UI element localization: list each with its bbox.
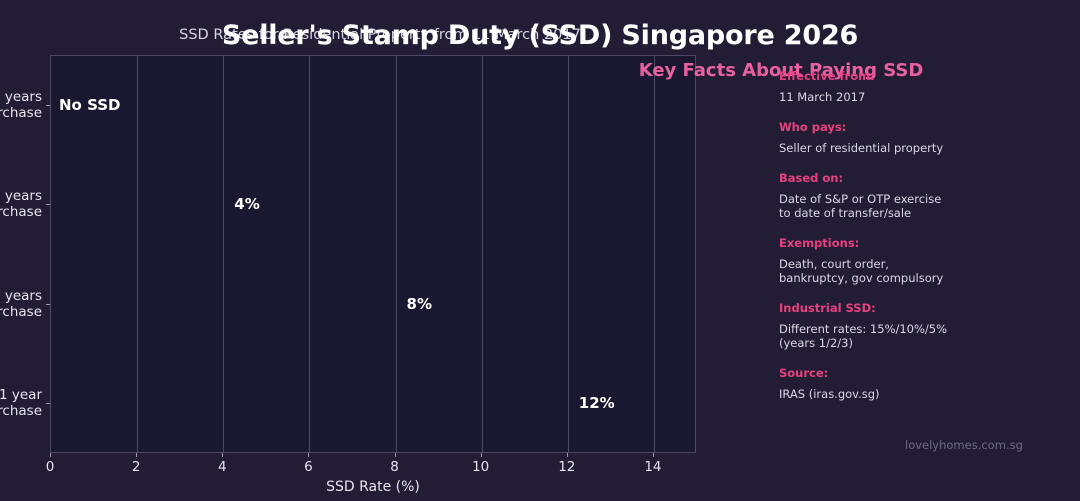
info-item-body: Seller of residential property [779, 141, 944, 155]
x-axis-tick-mark [566, 453, 568, 457]
info-item-heading: Exemptions: [779, 236, 860, 250]
x-axis-tick-label: 12 [558, 459, 576, 475]
info-item-heading: Based on: [779, 171, 844, 185]
x-axis-tick-label: 8 [390, 459, 399, 475]
info-panel: Effective from: 11 March 2017 Who pays: Sel… [779, 70, 1069, 418]
y-axis-tick-label: More than 4 years after purchase [0, 88, 42, 121]
watermark: lovelyhomes.com.sg [905, 438, 1023, 452]
y-axis-tick-mark [46, 104, 52, 106]
info-item-heading: Who pays: [779, 120, 847, 134]
y-axis-tick-label: Within 2 years after purchase [0, 287, 42, 320]
bar-value-label: 8% [406, 294, 432, 313]
x-axis-tick-label: 6 [304, 459, 313, 475]
chart-title: Seller's Stamp Duty (SSD) Singapore 2026 [221, 20, 859, 51]
y-axis-tick-mark [46, 303, 52, 305]
x-axis-tick-mark [136, 453, 138, 457]
bar-value-label: 12% [578, 394, 615, 413]
x-axis-tick-label: 10 [472, 459, 490, 475]
x-axis-tick-label: 2 [131, 459, 141, 475]
bar-value-label: 4% [234, 195, 260, 214]
gridline [567, 56, 569, 452]
info-item-heading: Industrial SSD: [779, 301, 876, 315]
x-axis-tick-label: 14 [644, 459, 662, 475]
x-axis-tick-label: 4 [217, 459, 227, 475]
gridline [309, 56, 311, 452]
x-axis-tick-mark [394, 453, 396, 457]
chart-subtitle: SSD Rates for Residential Property from … [179, 27, 581, 43]
info-item-body: 11 March 2017 [779, 90, 866, 104]
gridline [481, 56, 483, 452]
y-axis-tick-mark [46, 403, 52, 405]
y-axis-tick-label: Within 3 years after purchase [0, 188, 42, 221]
gridline [137, 56, 139, 452]
info-item-heading: Effective from: [779, 69, 875, 83]
gridline [653, 56, 655, 452]
x-axis-tick-label: 0 [45, 459, 55, 475]
info-item-body: IRAS (iras.gov.sg) [779, 387, 880, 401]
no-ssd-label: No SSD [59, 95, 121, 114]
info-panel-title: Key Facts About Paying SSD [638, 60, 924, 81]
info-item-body: Different rates: 15%/10%/5% (years 1/2/3… [779, 322, 948, 350]
x-axis-tick-mark [222, 453, 224, 457]
gridline [395, 56, 397, 452]
x-axis-tick-mark [308, 453, 310, 457]
x-axis-tick-mark [50, 453, 51, 457]
info-item-body: Death, court order, bankruptcy, gov comp… [779, 257, 944, 285]
info-item-heading: Source: [779, 366, 829, 380]
y-axis-tick-label: Within 1 year after purchase [0, 387, 42, 420]
y-axis-tick-mark [46, 204, 52, 206]
plot-area [50, 55, 696, 453]
x-axis-tick-mark [652, 453, 654, 457]
gridline [223, 56, 225, 452]
info-item-body: Date of S&P or OTP exercise to date of t… [779, 192, 942, 220]
x-axis-label: SSD Rate (%) [326, 479, 420, 495]
x-axis-tick-mark [480, 453, 482, 457]
